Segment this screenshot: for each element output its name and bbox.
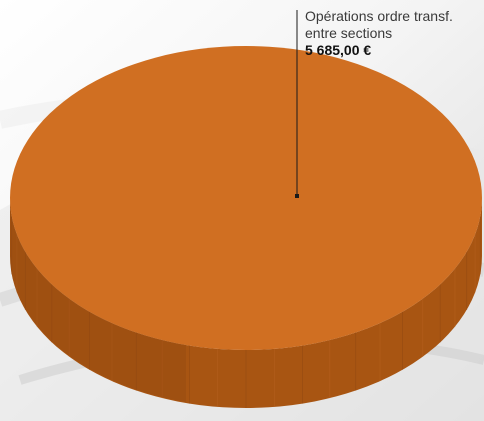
pie-side-shadow [10, 198, 186, 402]
slice-value-label: 5 685,00 € [305, 42, 372, 58]
slice-callout: Opérations ordre transf. entre sections … [305, 8, 483, 59]
label-leader-marker [295, 194, 299, 198]
pie-slice[interactable] [10, 46, 482, 350]
pie-slice-side [10, 198, 482, 408]
slice-label: Opérations ordre transf. entre sections [305, 8, 453, 41]
pie-slice-side-wall [10, 198, 482, 408]
